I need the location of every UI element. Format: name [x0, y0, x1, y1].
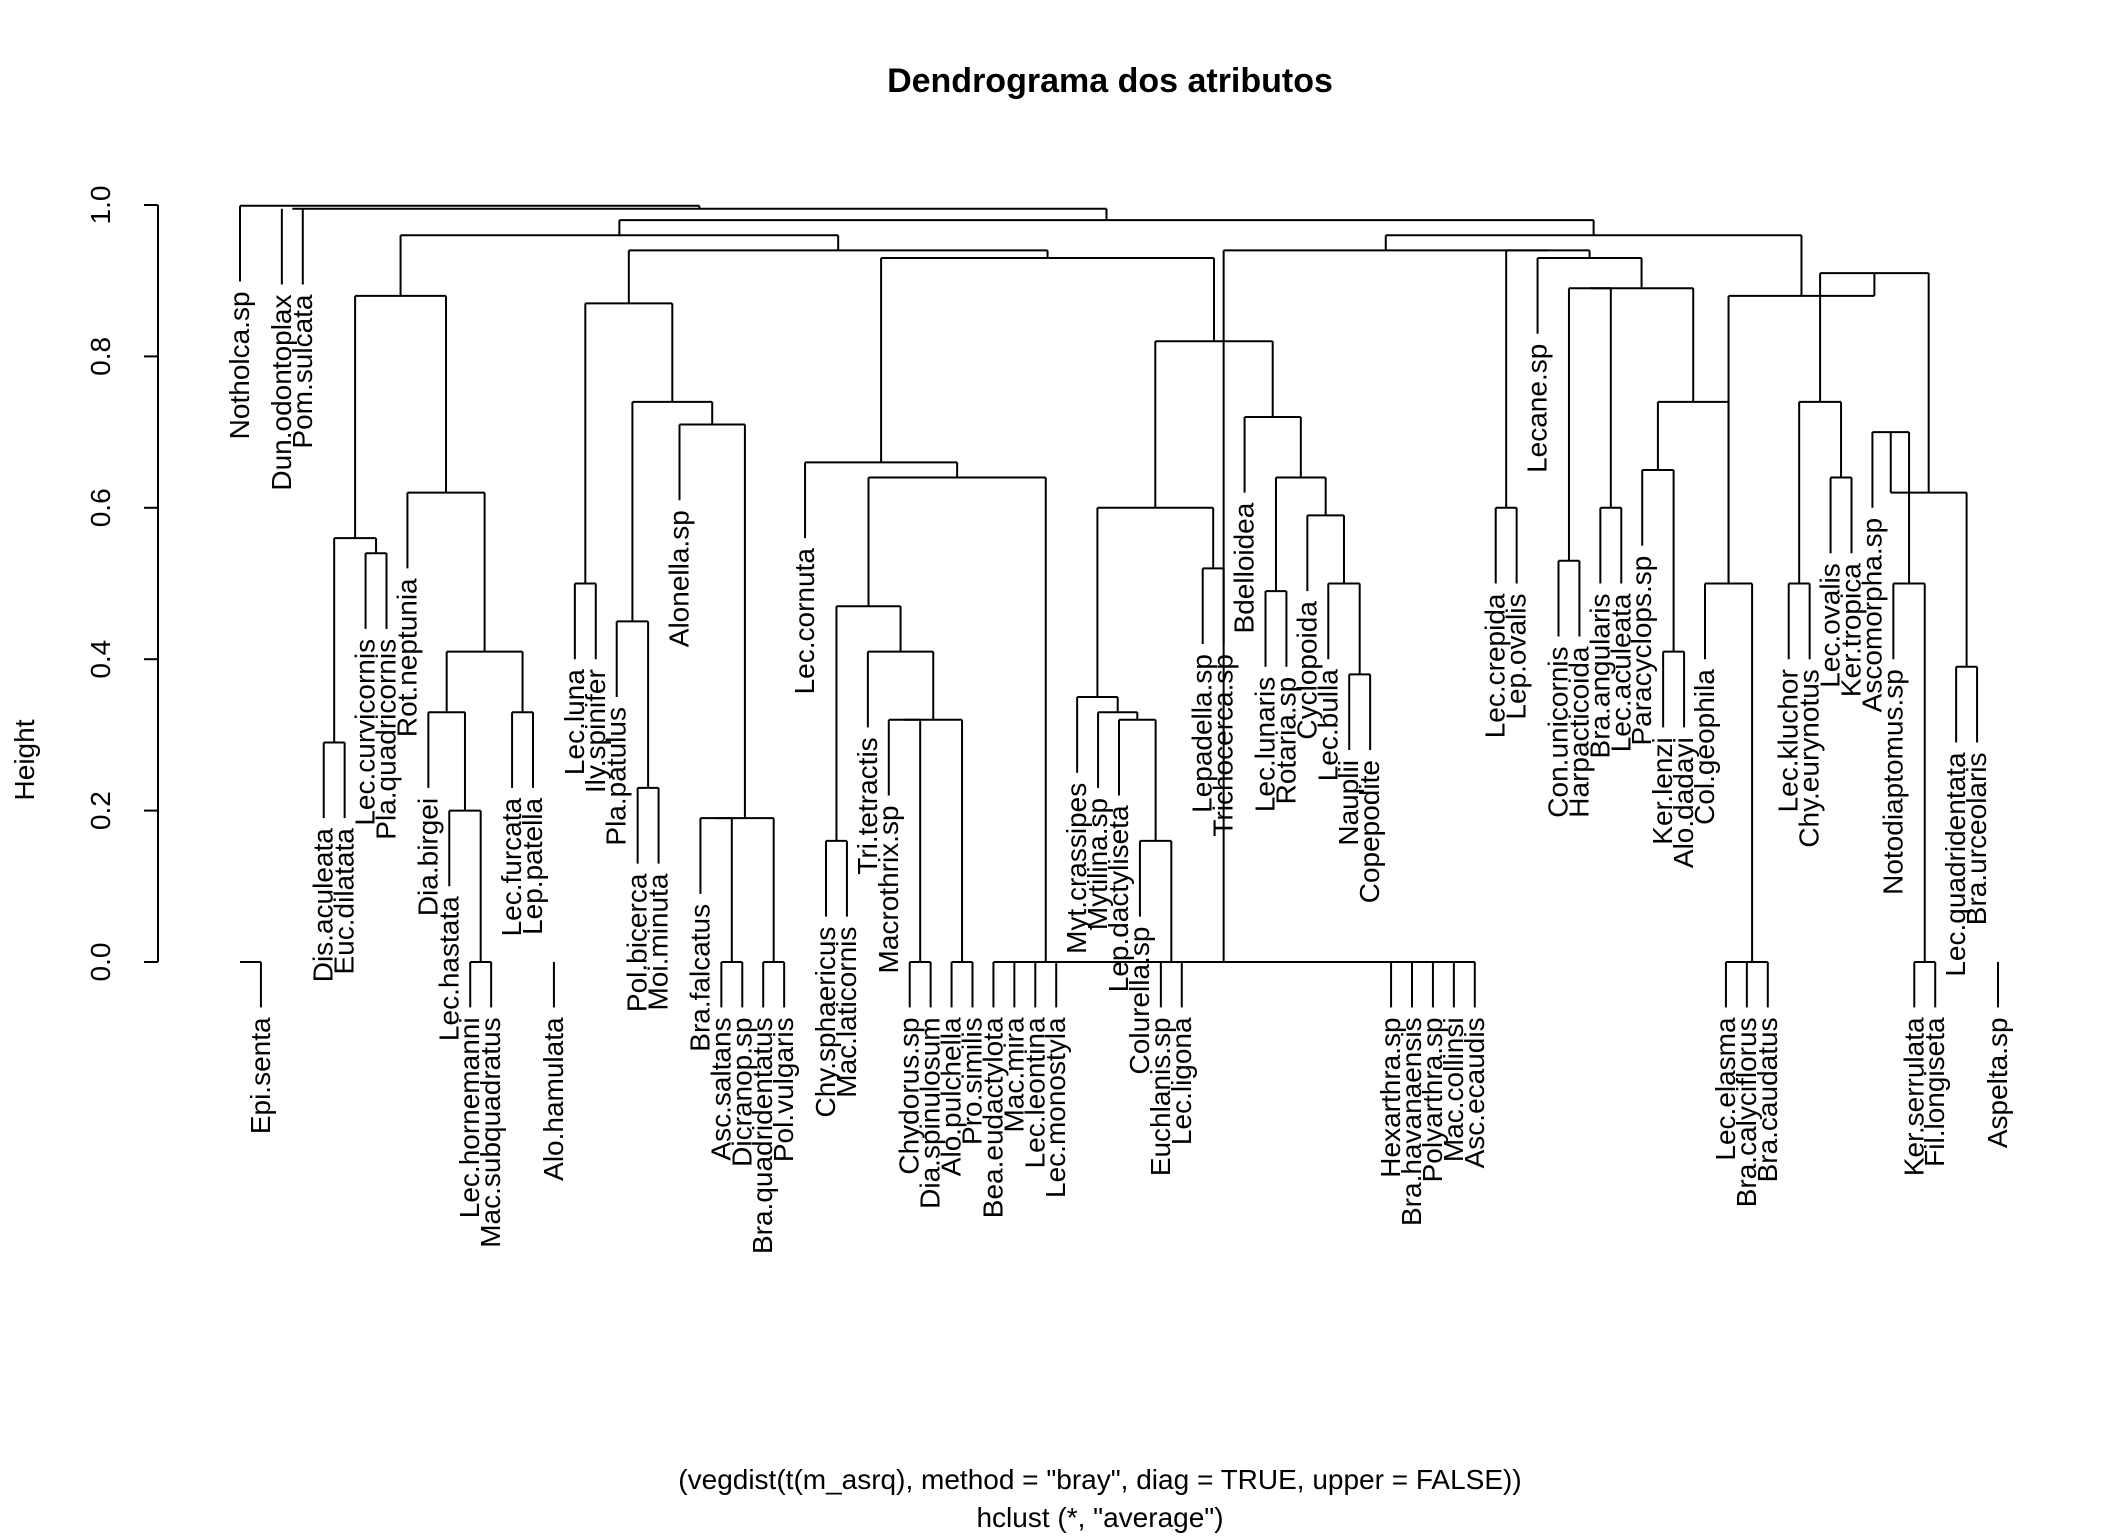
- leaf-label: Dis.aculeata: [308, 828, 339, 983]
- leaf-label: Rotaria.sp: [1270, 677, 1301, 805]
- leaf-label: Bra.havanaensis: [1396, 1017, 1427, 1226]
- leaf-label: Bra.caudatus: [1752, 1017, 1783, 1182]
- leaf-label: Dia.birgei: [412, 798, 443, 916]
- leaf-label: Lecane.sp: [1522, 344, 1553, 473]
- leaf-label: Macrothrix.sp: [873, 805, 904, 973]
- leaf-label: Polyarthra.sp: [1417, 1017, 1448, 1182]
- leaf-label: Lec.bulla: [1312, 669, 1343, 782]
- y-axis: 0.0 0.2 0.4 0.6 0.8 1.0: [85, 186, 159, 982]
- leaf-label: Epi.senta: [245, 1017, 276, 1134]
- leaf-label: Dicranop.sp: [726, 1017, 757, 1166]
- leaf-label: Mac.mira: [998, 1017, 1029, 1133]
- leaf-label: Lepadella.sp: [1187, 654, 1218, 813]
- leaf-label: Asc.saltans: [705, 1017, 736, 1160]
- leaf-label: Paracyclops.sp: [1626, 556, 1657, 746]
- leaf-label: Lec.luna: [559, 669, 590, 775]
- leaf-label: Rot.neptunia: [391, 578, 422, 737]
- leaf-label: Lec.monostyla: [1040, 1017, 1071, 1198]
- leaf-label: Fil.longiseta: [1919, 1017, 1950, 1167]
- y-tick-label-5: 1.0: [85, 186, 116, 225]
- leaf-label: Mac.subquadratus: [475, 1017, 506, 1247]
- leaf-label: Lec.ligona: [1166, 1017, 1197, 1145]
- leaf-label: Harpacticoida: [1563, 646, 1594, 818]
- leaf-label: Lec.kluchor: [1773, 669, 1804, 812]
- leaf-label: Ker.lenzi: [1647, 737, 1678, 844]
- leaf-label: Pla.quadricornis: [371, 639, 402, 840]
- leaf-label: Lep.dactyliseta: [1103, 805, 1134, 992]
- leaf-label: Bea.eudactylota: [977, 1017, 1008, 1218]
- leaf-label: Lec.cornuta: [789, 548, 820, 695]
- leaf-label: Dia.spinulosum: [915, 1017, 946, 1208]
- leaf-label: Euchlanis.sp: [1145, 1017, 1176, 1176]
- y-axis-label: Height: [9, 719, 40, 800]
- y-tick-label-3: 0.6: [85, 488, 116, 527]
- leaf-label: Lec.quadridentata: [1940, 752, 1971, 977]
- leaf-label: Mac.collinsi: [1438, 1017, 1469, 1162]
- leaf-label: Con.unicornis: [1543, 646, 1574, 817]
- leaf-label: Notodiaptomus.sp: [1877, 669, 1908, 895]
- leaf-label: Bdelloidea: [1229, 502, 1260, 633]
- leaf-label: Chy.eurynotus: [1794, 669, 1825, 847]
- leaf-label: Alo.dadayi: [1668, 737, 1699, 868]
- leaf-label: Colurella.sp: [1124, 927, 1155, 1075]
- y-tick-label-4: 0.8: [85, 337, 116, 376]
- chart-title: Dendrograma dos atributos: [887, 62, 1333, 100]
- leaf-label: Mytilina.sp: [1082, 798, 1113, 930]
- leaf-label: Lec.crepida: [1480, 593, 1511, 738]
- leaf-label: Ker.serrulata: [1898, 1017, 1929, 1176]
- leaf-label: Lep.ovalis: [1501, 594, 1532, 720]
- leaf-label: Pol.vulgaris: [768, 1017, 799, 1162]
- leaf-label: Aspelta.sp: [1982, 1017, 2013, 1148]
- leaf-label: Euc.dilatata: [329, 828, 360, 975]
- leaf-label: Bra.falcatus: [684, 904, 715, 1052]
- leaf-label: Pla.patulus: [601, 707, 632, 846]
- leaf-label: Notholca.sp: [224, 291, 255, 439]
- leaf-label: Pom.sulcata: [287, 294, 318, 448]
- leaf-label: Ascomorpha.sp: [1856, 518, 1887, 713]
- leaf-label: Bra.quadridentatus: [747, 1017, 778, 1254]
- leaf-label: Chy.sphaericus: [810, 927, 841, 1118]
- leaf-labels: Notholca.sp Epi.senta Dun.odontoplaxPom.su…: [224, 291, 2013, 1254]
- leaf-label: Lec.furcata: [496, 797, 527, 936]
- leaf-label: Pro.similis: [957, 1017, 988, 1145]
- x-axis-label-method: (vegdist(t(m_asrq), method = "bray", dia…: [678, 1464, 1521, 1495]
- y-tick-label-1: 0.2: [85, 791, 116, 830]
- leaf-label: Trichocerca.sp: [1208, 654, 1239, 837]
- leaf-label: Lec.ovalis: [1815, 563, 1846, 688]
- leaf-label: Lec.elasma: [1710, 1017, 1741, 1161]
- leaf-label: Tri.tetractis: [852, 737, 883, 874]
- leaf-label: Cyclopoida: [1291, 601, 1322, 740]
- leaf-label: Lec.aculeata: [1605, 593, 1636, 752]
- leaf-label: Moi.minuta: [643, 873, 674, 1010]
- leaf-label: Pol.bicerca: [622, 873, 653, 1012]
- leaf-label: Lec.lunaris: [1250, 677, 1281, 812]
- leaf-label: Asc.ecaudis: [1459, 1017, 1490, 1168]
- leaf-label: Lec.curvicornis: [350, 639, 381, 826]
- leaf-label: Col.geophila: [1689, 669, 1720, 825]
- leaf-label: Mac.laticornis: [831, 927, 862, 1098]
- leaf-label: Alonella.sp: [664, 510, 695, 647]
- leaf-label: Ker.tropica: [1836, 563, 1867, 697]
- leaf-label: Hexarthra.sp: [1375, 1017, 1406, 1177]
- leaf-label: Bra.urceolaris: [1961, 752, 1992, 925]
- leaf-label: Dun.odontoplax: [266, 294, 297, 490]
- leaf-label: Copepodite: [1354, 760, 1385, 903]
- leaf-label: Alo.hamulata: [538, 1017, 569, 1181]
- leaf-label: Chydorus.sp: [894, 1017, 925, 1174]
- x-axis-label-hclust: hclust (*, "average"): [976, 1502, 1223, 1533]
- leaf-label: Nauplii: [1333, 760, 1364, 846]
- y-tick-label-0: 0.0: [85, 943, 116, 982]
- leaf-label: Lep.patella: [517, 797, 548, 934]
- leaf-label: Lec.hornemanni: [454, 1017, 485, 1218]
- leaf-label: Lec.hastata: [433, 896, 464, 1041]
- leaf-label: Bra.angularis: [1584, 594, 1615, 759]
- leaf-label: Alo.pulchella: [936, 1017, 967, 1176]
- leaf-label: Lec.leontina: [1019, 1017, 1050, 1168]
- leaf-label: Myt.crassipes: [1061, 783, 1092, 954]
- leaf-label: Ily.spinifer: [580, 669, 611, 793]
- dendrogram-tree: [239, 204, 1999, 1008]
- y-tick-label-2: 0.4: [85, 640, 116, 679]
- leaf-label: Bra.calyciflorus: [1731, 1017, 1762, 1207]
